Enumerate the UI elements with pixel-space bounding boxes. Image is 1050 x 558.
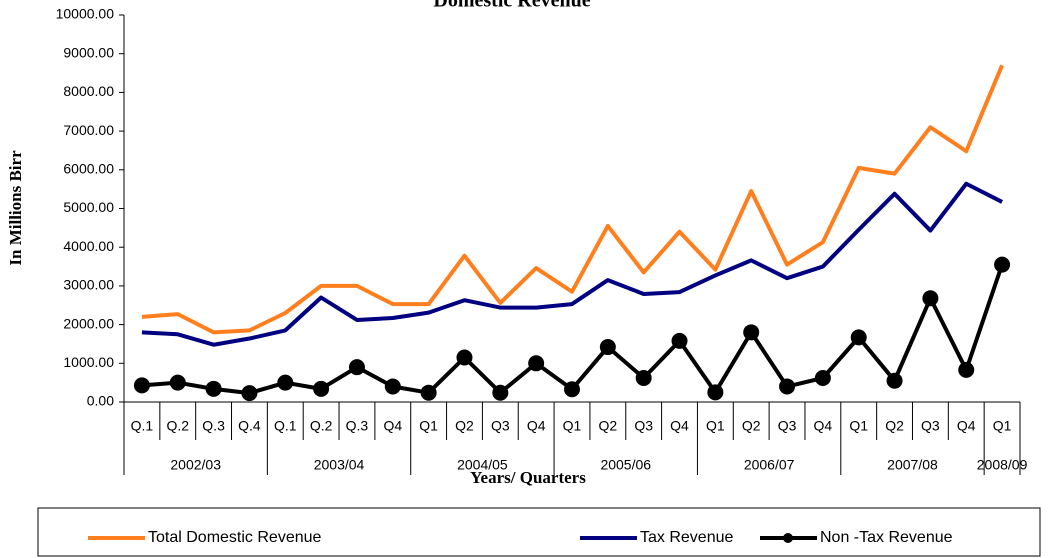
series-marker (169, 374, 186, 391)
x-group-label: 2007/08 (887, 457, 938, 473)
series-marker (779, 378, 796, 395)
series-marker (599, 339, 616, 356)
x-tick-label: Q2 (742, 418, 761, 434)
x-group-label: 2008/09 (977, 457, 1028, 473)
x-tick-label: Q4 (814, 418, 833, 434)
series-marker (707, 384, 724, 401)
series-marker (420, 384, 437, 401)
chart-title: Domestic Revenue (433, 0, 590, 12)
series-marker (994, 256, 1011, 273)
x-tick-label: Q4 (383, 418, 402, 434)
legend-box (37, 507, 1041, 557)
y-tick-label: 7000.00 (63, 122, 114, 138)
series-marker (564, 381, 580, 398)
series-marker (958, 361, 975, 378)
series-marker (671, 332, 688, 349)
legend-label: Total Domestic Revenue (148, 529, 322, 546)
y-tick-label: 2000.00 (63, 315, 114, 331)
x-group-label: 2004/05 (457, 457, 508, 473)
y-tick-label: 9000.00 (63, 44, 114, 60)
x-tick-label: Q.1 (131, 418, 154, 434)
y-axis-label: In Millions Birr (6, 150, 25, 266)
x-group-label: 2006/07 (744, 457, 795, 473)
x-tick-label: Q2 (885, 418, 904, 434)
series-marker (205, 380, 222, 397)
y-tick-label: 0.00 (87, 393, 114, 409)
series-marker (348, 359, 365, 376)
series-marker (528, 355, 545, 372)
x-tick-label: Q1 (563, 418, 582, 434)
series-marker (241, 385, 258, 402)
series-marker (456, 349, 473, 366)
x-group-label: 2005/06 (600, 457, 651, 473)
series-line (141, 181, 1003, 347)
series-marker (133, 377, 150, 394)
legend-label: Tax Revenue (640, 529, 733, 546)
y-tick-label: 10000.00 (56, 6, 115, 22)
y-tick-label: 3000.00 (63, 277, 114, 293)
x-axis-label: Years/ Quarters (470, 468, 586, 487)
series-marker (492, 384, 509, 401)
x-tick-label: Q3 (491, 418, 510, 434)
x-tick-label: Q.3 (202, 418, 225, 434)
series-marker (743, 324, 760, 341)
x-tick-label: Q.4 (238, 418, 261, 434)
series-marker (384, 378, 401, 395)
x-tick-label: Q.3 (346, 418, 369, 434)
x-tick-label: Q3 (778, 418, 797, 434)
series-marker (313, 380, 330, 397)
x-tick-label: Q.1 (274, 418, 297, 434)
series-marker (814, 370, 831, 387)
x-tick-label: Q3 (921, 418, 940, 434)
series-line (141, 64, 1004, 335)
y-tick-label: 1000.00 (63, 354, 114, 370)
y-tick-label: 4000.00 (63, 238, 114, 254)
x-tick-label: Q4 (670, 418, 689, 434)
legend-marker (783, 533, 793, 543)
x-tick-label: Q2 (455, 418, 474, 434)
x-tick-label: Q4 (527, 418, 546, 434)
x-tick-label: Q1 (419, 418, 438, 434)
series-marker (635, 370, 652, 387)
x-tick-label: Q2 (598, 418, 617, 434)
x-tick-label: Q1 (849, 418, 868, 434)
y-tick-label: 8000.00 (63, 83, 114, 99)
x-tick-label: Q4 (957, 418, 976, 434)
series-marker (850, 329, 867, 346)
series-marker (886, 372, 903, 389)
legend-label: Non -Tax Revenue (820, 529, 953, 546)
x-tick-label: Q1 (993, 418, 1012, 434)
x-tick-label: Q.2 (166, 418, 189, 434)
y-tick-label: 6000.00 (63, 161, 114, 177)
series-marker (922, 290, 939, 307)
x-tick-label: Q3 (634, 418, 653, 434)
series-line (141, 263, 1004, 396)
series-marker (277, 374, 294, 391)
y-tick-label: 5000.00 (63, 199, 114, 215)
x-group-label: 2003/04 (314, 457, 365, 473)
x-tick-label: Q.2 (310, 418, 333, 434)
x-tick-label: Q1 (706, 418, 725, 434)
x-group-label: 2002/03 (170, 457, 221, 473)
